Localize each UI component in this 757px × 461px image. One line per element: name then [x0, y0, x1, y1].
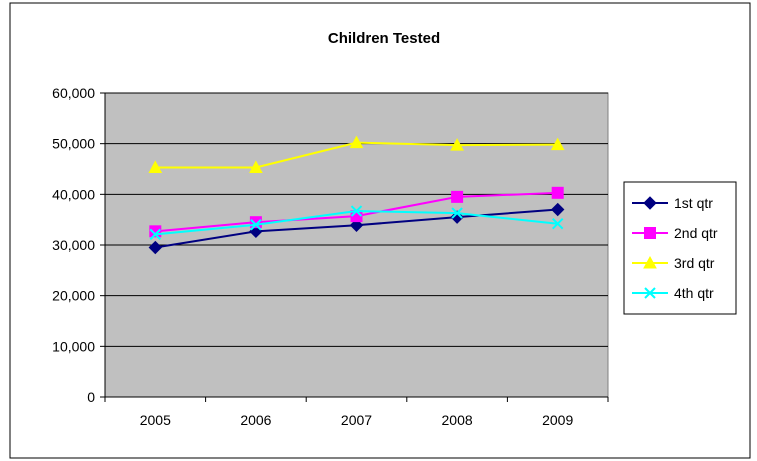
- legend-label-2nd-qtr: 2nd qtr: [674, 225, 718, 241]
- x-tick-label: 2005: [140, 412, 171, 428]
- data-point-3rd-qtr: [349, 135, 364, 149]
- data-point-3rd-qtr: [148, 160, 163, 173]
- legend-marker-2nd-qtr: [644, 227, 656, 239]
- y-tick-label: 0: [87, 389, 95, 405]
- x-marker-stroke: [250, 219, 262, 231]
- legend: 1st qtr 2nd qtr 3rd qtr 4th qtr: [623, 181, 737, 315]
- legend-label-3rd-qtr: 3rd qtr: [674, 255, 715, 271]
- y-tick-label: 40,000: [52, 186, 95, 202]
- data-point-4th-qtr: [250, 219, 262, 231]
- data-point-1st-qtr: [349, 218, 364, 232]
- legend-label-1st-qtr: 1st qtr: [674, 195, 713, 211]
- x-marker-stroke: [149, 228, 162, 241]
- data-point-4th-qtr: [350, 205, 363, 217]
- y-tick-label: 30,000: [52, 237, 95, 253]
- data-point-4th-qtr: [551, 218, 564, 230]
- y-tick-label: 50,000: [52, 136, 95, 152]
- data-point-1st-qtr: [148, 240, 163, 255]
- x-tick-label: 2007: [341, 412, 372, 428]
- x-marker-stroke: [644, 287, 656, 299]
- x-marker-stroke: [551, 218, 564, 230]
- data-point-3rd-qtr: [249, 160, 263, 173]
- data-point-3rd-qtr: [550, 137, 565, 151]
- data-point-2nd-qtr: [451, 190, 464, 203]
- data-point-1st-qtr: [550, 202, 565, 217]
- plot-area-group: 0 10,000 20,000 30,000 40,000 50,000 60,000 200…: [52, 85, 609, 428]
- data-point-2nd-qtr: [149, 225, 162, 238]
- x-marker-stroke: [350, 205, 363, 217]
- x-tick-label: 2009: [542, 412, 573, 428]
- legend-marker-4th-qtr: [644, 287, 656, 299]
- chart-title: Children Tested: [328, 30, 440, 47]
- legend-marker-3rd-qtr: [643, 255, 657, 269]
- x-tick-label: 2006: [240, 412, 271, 428]
- legend-marker-1st-qtr: [643, 196, 657, 210]
- y-tick-label: 60,000: [52, 85, 95, 101]
- y-tick-label: 20,000: [52, 288, 95, 304]
- data-point-3rd-qtr: [450, 138, 464, 151]
- x-tick-label: 2008: [442, 412, 473, 428]
- data-point-2nd-qtr: [551, 186, 564, 199]
- y-tick-label: 10,000: [52, 338, 95, 354]
- data-point-4th-qtr: [149, 228, 162, 241]
- data-point-2nd-qtr: [249, 216, 262, 229]
- x-marker-stroke: [451, 207, 463, 219]
- legend-label-4th-qtr: 4th qtr: [674, 285, 714, 301]
- data-point-4th-qtr: [451, 207, 463, 219]
